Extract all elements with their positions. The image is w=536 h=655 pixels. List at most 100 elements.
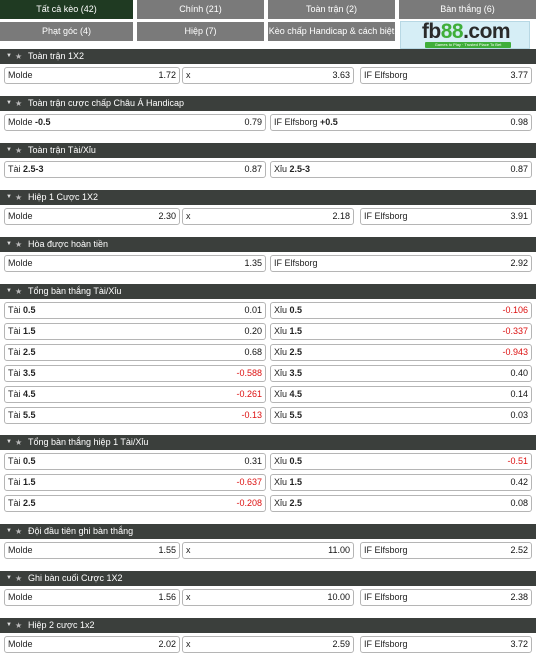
odds-cell[interactable]: IF Elfsborg +0.5 0.98 (270, 114, 532, 131)
market-header[interactable]: ▼ ★ Đội đầu tiên ghi bàn thắng (0, 524, 536, 539)
odds-cell[interactable]: Tài 3.5 -0.588 (4, 365, 266, 382)
odds-cell[interactable]: x 11.00 (182, 542, 354, 559)
odds-cell[interactable]: Tài 2.5 0.68 (4, 344, 266, 361)
selection-label: Xỉu 1.5 (274, 475, 302, 490)
market-header[interactable]: ▼ ★ Hòa được hoàn tiền (0, 237, 536, 252)
market-header[interactable]: ▼ ★ Tổng bàn thắng hiệp 1 Tài/Xỉu (0, 435, 536, 450)
market-tabs: Tất cả kèo (42) Chính (21) Toàn trận (2)… (0, 0, 536, 55)
odds-cell[interactable]: Xỉu 0.5 -0.106 (270, 302, 532, 319)
odds-cell[interactable]: Molde -0.5 0.79 (4, 114, 266, 131)
odds-cell[interactable]: Xỉu 1.5 -0.337 (270, 323, 532, 340)
tab-goals[interactable]: Bàn thắng (6) (399, 0, 536, 19)
odds-cell[interactable]: Tài 1.5 -0.637 (4, 474, 266, 491)
selection-name: Tài (8, 498, 21, 508)
odds-cell[interactable]: Xỉu 3.5 0.40 (270, 365, 532, 382)
selection-name: Tài (8, 389, 21, 399)
market-header[interactable]: ▼ ★ Hiệp 2 cược 1x2 (0, 618, 536, 633)
market-header[interactable]: ▼ ★ Ghi bàn cuối Cược 1X2 (0, 571, 536, 586)
odds-cell[interactable]: Molde 1.35 (4, 255, 266, 272)
odds-cell[interactable]: IF Elfsborg 2.38 (360, 589, 532, 606)
favorite-star-icon[interactable]: ★ (15, 527, 23, 536)
selection-name: Tài (8, 347, 21, 357)
odds-cell[interactable]: x 2.18 (182, 208, 354, 225)
favorite-star-icon[interactable]: ★ (15, 193, 23, 202)
odds-cell[interactable]: Xỉu 2.5 0.08 (270, 495, 532, 512)
collapse-caret-icon[interactable]: ▼ (6, 622, 12, 628)
selection-label: Tài 2.5-3 (8, 162, 44, 177)
favorite-star-icon[interactable]: ★ (15, 240, 23, 249)
odds-cell[interactable]: IF Elfsborg 3.72 (360, 636, 532, 653)
logo-tagline: Games to Play · Trusted Place To Bet (425, 42, 511, 48)
handicap-line: -0.5 (35, 117, 51, 127)
market-header[interactable]: ▼ ★ Toàn trận 1X2 (0, 49, 536, 64)
tab-main[interactable]: Chính (21) (137, 0, 264, 19)
selection-label: x (186, 590, 191, 605)
odds-cell[interactable]: Xỉu 0.5 -0.51 (270, 453, 532, 470)
odds-cell[interactable]: Molde 1.72 (4, 67, 180, 84)
market-header[interactable]: ▼ ★ Toàn trận Tài/Xỉu (0, 143, 536, 158)
logo-wordmark: fb88.com (421, 20, 511, 43)
tab-handicap-special[interactable]: Kèo chấp Handicap & cách biệt (1) (268, 22, 395, 55)
tab-all[interactable]: Tất cả kèo (42) (0, 0, 133, 19)
odds-cell[interactable]: Molde 2.30 (4, 208, 180, 225)
collapse-caret-icon[interactable]: ▼ (6, 147, 12, 153)
collapse-caret-icon[interactable]: ▼ (6, 53, 12, 59)
odds-cell[interactable]: Tài 2.5 -0.208 (4, 495, 266, 512)
handicap-line: 3.5 (289, 368, 303, 378)
odds-cell[interactable]: Tài 4.5 -0.261 (4, 386, 266, 403)
tab-fulltime[interactable]: Toàn trận (2) (268, 0, 395, 19)
selection-name: Xỉu (274, 347, 288, 357)
favorite-star-icon[interactable]: ★ (15, 438, 23, 447)
odds-cell[interactable]: Tài 0.5 0.01 (4, 302, 266, 319)
odds-cell[interactable]: x 2.59 (182, 636, 354, 653)
market-header[interactable]: ▼ ★ Tổng bàn thắng Tài/Xỉu (0, 284, 536, 299)
favorite-star-icon[interactable]: ★ (15, 287, 23, 296)
handicap-line: 1.5 (23, 477, 36, 487)
favorite-star-icon[interactable]: ★ (15, 52, 23, 61)
market-header[interactable]: ▼ ★ Hiệp 1 Cược 1X2 (0, 190, 536, 205)
odds-cell[interactable]: Molde 1.55 (4, 542, 180, 559)
odds-value: 0.40 (510, 368, 528, 378)
favorite-star-icon[interactable]: ★ (15, 99, 23, 108)
collapse-caret-icon[interactable]: ▼ (6, 241, 12, 247)
odds-cell[interactable]: x 10.00 (182, 589, 354, 606)
favorite-star-icon[interactable]: ★ (15, 621, 23, 630)
selection-label: Tài 0.5 (8, 303, 36, 318)
selection-label: Tài 4.5 (8, 387, 36, 402)
odds-cell[interactable]: Xỉu 4.5 0.14 (270, 386, 532, 403)
selection-label: Molde (8, 637, 33, 652)
tab-corners[interactable]: Phạt góc (4) (0, 22, 133, 41)
odds-cell[interactable]: Tài 0.5 0.31 (4, 453, 266, 470)
selection-label: Molde (8, 590, 33, 605)
odds-cell[interactable]: IF Elfsborg 3.91 (360, 208, 532, 225)
odds-cell[interactable]: Xỉu 2.5-3 0.87 (270, 161, 532, 178)
market-title: Tổng bàn thắng Tài/Xỉu (28, 286, 122, 296)
odds-cell[interactable]: IF Elfsborg 2.92 (270, 255, 532, 272)
tab-halves[interactable]: Hiệp (7) (137, 22, 264, 41)
odds-value: -0.106 (502, 305, 528, 315)
odds-cell[interactable]: Tài 1.5 0.20 (4, 323, 266, 340)
collapse-caret-icon[interactable]: ▼ (6, 194, 12, 200)
selection-label: Xỉu 3.5 (274, 366, 302, 381)
collapse-caret-icon[interactable]: ▼ (6, 439, 12, 445)
favorite-star-icon[interactable]: ★ (15, 146, 23, 155)
odds-cell[interactable]: IF Elfsborg 3.77 (360, 67, 532, 84)
market-header[interactable]: ▼ ★ Toàn trận cược chấp Châu Á Handicap (0, 96, 536, 111)
odds-cell[interactable]: Molde 2.02 (4, 636, 180, 653)
odds-cell[interactable]: x 3.63 (182, 67, 354, 84)
selection-name: Molde (8, 592, 33, 602)
collapse-caret-icon[interactable]: ▼ (6, 288, 12, 294)
odds-cell[interactable]: IF Elfsborg 2.52 (360, 542, 532, 559)
collapse-caret-icon[interactable]: ▼ (6, 528, 12, 534)
odds-cell[interactable]: Molde 1.56 (4, 589, 180, 606)
selection-label: Molde (8, 256, 33, 271)
odds-cell[interactable]: Tài 5.5 -0.13 (4, 407, 266, 424)
odds-cell[interactable]: Xỉu 1.5 0.42 (270, 474, 532, 491)
favorite-star-icon[interactable]: ★ (15, 574, 23, 583)
collapse-caret-icon[interactable]: ▼ (6, 100, 12, 106)
collapse-caret-icon[interactable]: ▼ (6, 575, 12, 581)
odds-cell[interactable]: Xỉu 5.5 0.03 (270, 407, 532, 424)
odds-cell[interactable]: Xỉu 2.5 -0.943 (270, 344, 532, 361)
selection-label: x (186, 209, 191, 224)
odds-cell[interactable]: Tài 2.5-3 0.87 (4, 161, 266, 178)
